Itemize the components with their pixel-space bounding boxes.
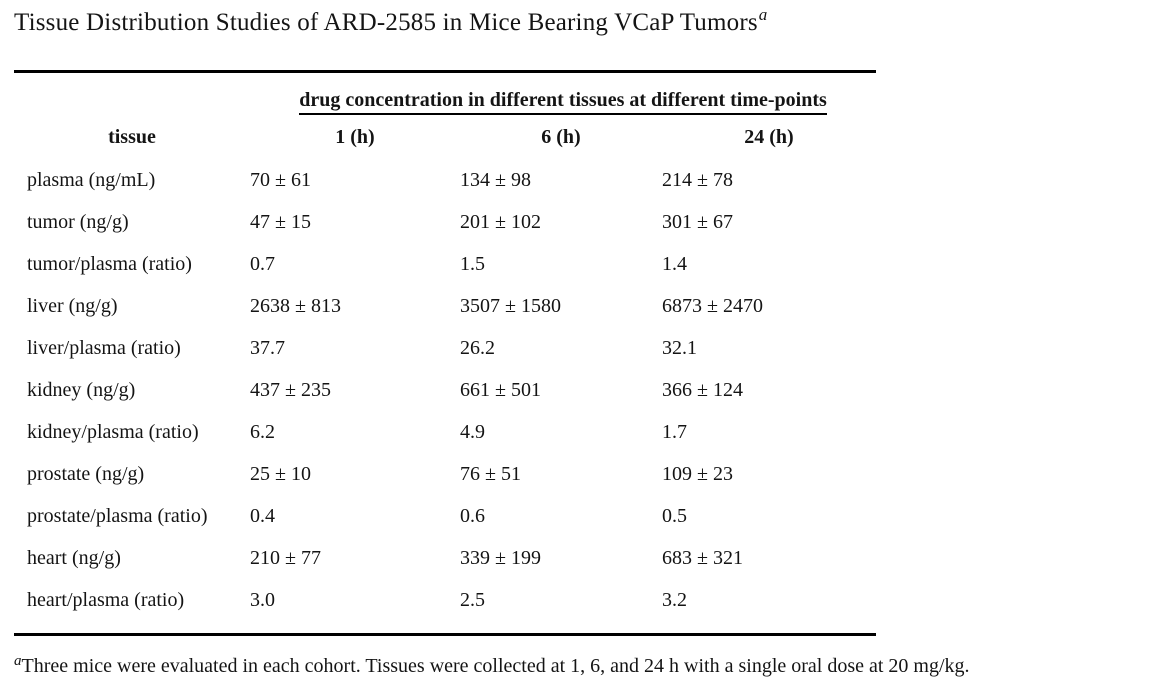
column-header-tissue: tissue: [108, 125, 156, 148]
table-row: tumor/plasma (ratio) 0.7 1.5 1.4: [14, 243, 876, 285]
value-cell: 0.5: [662, 504, 687, 527]
tissue-label: heart/plasma (ratio): [27, 588, 185, 611]
value-cell: 70 ± 61: [250, 168, 311, 191]
table-row: liver (ng/g) 2638 ± 813 3507 ± 1580 6873 ± …: [14, 285, 876, 327]
value-cell: 301 ± 67: [662, 210, 733, 233]
tissue-label: plasma (ng/mL): [27, 168, 156, 191]
table-title: Tissue Distribution Studies of ARD-2585 …: [14, 5, 1161, 41]
value-cell: 3.0: [250, 588, 275, 611]
value-cell: 210 ± 77: [250, 546, 321, 569]
value-cell: 0.4: [250, 504, 275, 527]
value-cell: 683 ± 321: [662, 546, 743, 569]
value-cell: 1.5: [460, 252, 485, 275]
tissue-label: tumor/plasma (ratio): [27, 252, 192, 275]
tissue-label: liver/plasma (ratio): [27, 336, 181, 359]
span-header-area: drug concentration in different tissues …: [250, 88, 876, 115]
value-cell: 26.2: [460, 336, 495, 359]
value-cell: 4.9: [460, 420, 485, 443]
tissue-label: prostate (ng/g): [27, 462, 145, 485]
value-cell: 3507 ± 1580: [460, 294, 561, 317]
value-cell: 47 ± 15: [250, 210, 311, 233]
tissue-label: tumor (ng/g): [27, 210, 129, 233]
tissue-label: kidney (ng/g): [27, 378, 136, 401]
table-title-text: Tissue Distribution Studies of ARD-2585 …: [14, 9, 758, 36]
table-row: kidney (ng/g) 437 ± 235 661 ± 501 366 ± 124: [14, 369, 876, 411]
value-cell: 214 ± 78: [662, 168, 733, 191]
table-row: tumor (ng/g) 47 ± 15 201 ± 102 301 ± 67: [14, 201, 876, 243]
value-cell: 2.5: [460, 588, 485, 611]
table-row: kidney/plasma (ratio) 6.2 4.9 1.7: [14, 411, 876, 453]
value-cell: 32.1: [662, 336, 697, 359]
value-cell: 6.2: [250, 420, 275, 443]
column-header-24h: 24 (h): [744, 125, 794, 148]
value-cell: 0.6: [460, 504, 485, 527]
value-cell: 1.7: [662, 420, 687, 443]
value-cell: 437 ± 235: [250, 378, 331, 401]
value-cell: 109 ± 23: [662, 462, 733, 485]
table-row: prostate (ng/g) 25 ± 10 76 ± 51 109 ± 23: [14, 453, 876, 495]
value-cell: 366 ± 124: [662, 378, 743, 401]
value-cell: 0.7: [250, 252, 275, 275]
value-cell: 2638 ± 813: [250, 294, 341, 317]
table-row: heart (ng/g) 210 ± 77 339 ± 199 683 ± 321: [14, 537, 876, 579]
value-cell: 201 ± 102: [460, 210, 541, 233]
value-cell: 1.4: [662, 252, 687, 275]
table-row: prostate/plasma (ratio) 0.4 0.6 0.5: [14, 495, 876, 537]
footnote-marker: a: [14, 653, 22, 669]
value-cell: 6873 ± 2470: [662, 294, 763, 317]
tissue-label: kidney/plasma (ratio): [27, 420, 199, 443]
value-cell: 339 ± 199: [460, 546, 541, 569]
column-header-6h: 6 (h): [541, 125, 581, 148]
column-header-1h: 1 (h): [335, 125, 375, 148]
value-cell: 25 ± 10: [250, 462, 311, 485]
value-cell: 661 ± 501: [460, 378, 541, 401]
table-row: plasma (ng/mL) 70 ± 61 134 ± 98 214 ± 78: [14, 159, 876, 201]
tissue-label: prostate/plasma (ratio): [27, 504, 208, 527]
table-footnote: aThree mice were evaluated in each cohor…: [14, 653, 1161, 681]
tissue-label: liver (ng/g): [27, 294, 118, 317]
tissue-distribution-table: drug concentration in different tissues …: [14, 70, 876, 636]
table-row: liver/plasma (ratio) 37.7 26.2 32.1: [14, 327, 876, 369]
table-body: plasma (ng/mL) 70 ± 61 134 ± 98 214 ± 78 tum…: [14, 159, 876, 621]
value-cell: 3.2: [662, 588, 687, 611]
value-cell: 37.7: [250, 336, 285, 359]
data-table: tissue 1 (h) 6 (h) 24 (h) plasma (ng/mL) 70 …: [14, 115, 876, 621]
span-header-label: drug concentration in different tissues …: [299, 88, 827, 115]
title-footnote-marker: a: [758, 5, 768, 24]
span-header-row: drug concentration in different tissues …: [14, 73, 876, 115]
column-header-row: tissue 1 (h) 6 (h) 24 (h): [14, 115, 876, 159]
value-cell: 134 ± 98: [460, 168, 531, 191]
value-cell: 76 ± 51: [460, 462, 521, 485]
tissue-label: heart (ng/g): [27, 546, 121, 569]
table-row: heart/plasma (ratio) 3.0 2.5 3.2: [14, 579, 876, 621]
footnote-text: Three mice were evaluated in each cohort…: [21, 655, 970, 677]
